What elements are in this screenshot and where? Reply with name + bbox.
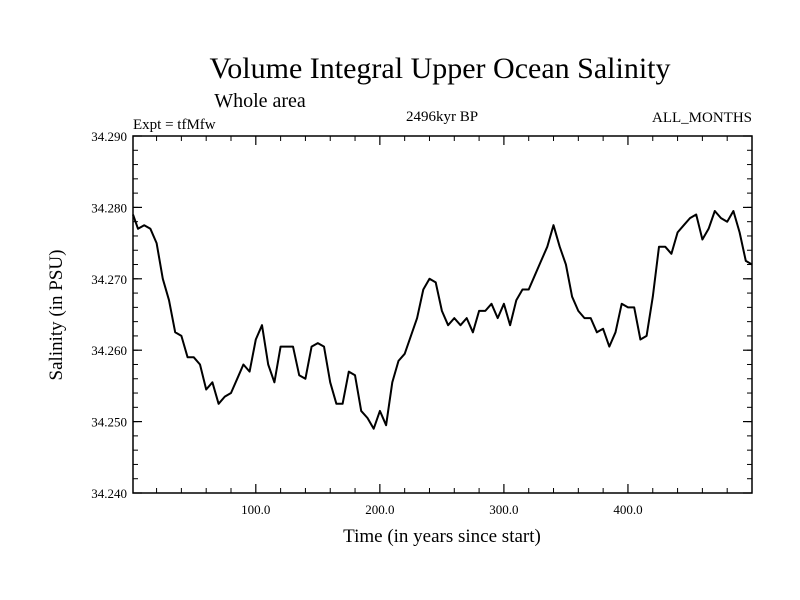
y-tick-label: 34.290 xyxy=(91,129,127,144)
x-tick-label: 400.0 xyxy=(613,502,642,517)
x-axis-ticks: 100.0 200.0 300.0 400.0 xyxy=(156,136,728,517)
x-axis-label: Time (in years since start) xyxy=(343,526,541,547)
y-tick-label: 34.270 xyxy=(91,272,127,287)
y-tick-label: 34.280 xyxy=(91,200,127,215)
plot-frame xyxy=(132,135,753,494)
experiment-label: Expt = tfMfw xyxy=(133,117,216,133)
y-tick-label: 34.250 xyxy=(91,415,127,430)
y-axis-ticks: 34.240 34.250 34.260 34.270 34.280 34.290 xyxy=(91,129,752,501)
x-tick-label: 200.0 xyxy=(365,502,394,517)
chart-title: Volume Integral Upper Ocean Salinity xyxy=(210,52,671,85)
x-tick-label: 100.0 xyxy=(241,502,270,517)
y-tick-label: 34.260 xyxy=(91,343,127,358)
months-label: ALL_MONTHS xyxy=(652,110,752,126)
x-tick-label: 300.0 xyxy=(489,502,518,517)
salinity-series-line xyxy=(132,210,753,430)
y-axis-label: Salinity (in PSU) xyxy=(46,250,67,381)
period-label: 2496kyr BP xyxy=(406,109,478,125)
y-tick-label: 34.240 xyxy=(91,486,127,501)
chart-subtitle: Whole area xyxy=(214,90,306,112)
